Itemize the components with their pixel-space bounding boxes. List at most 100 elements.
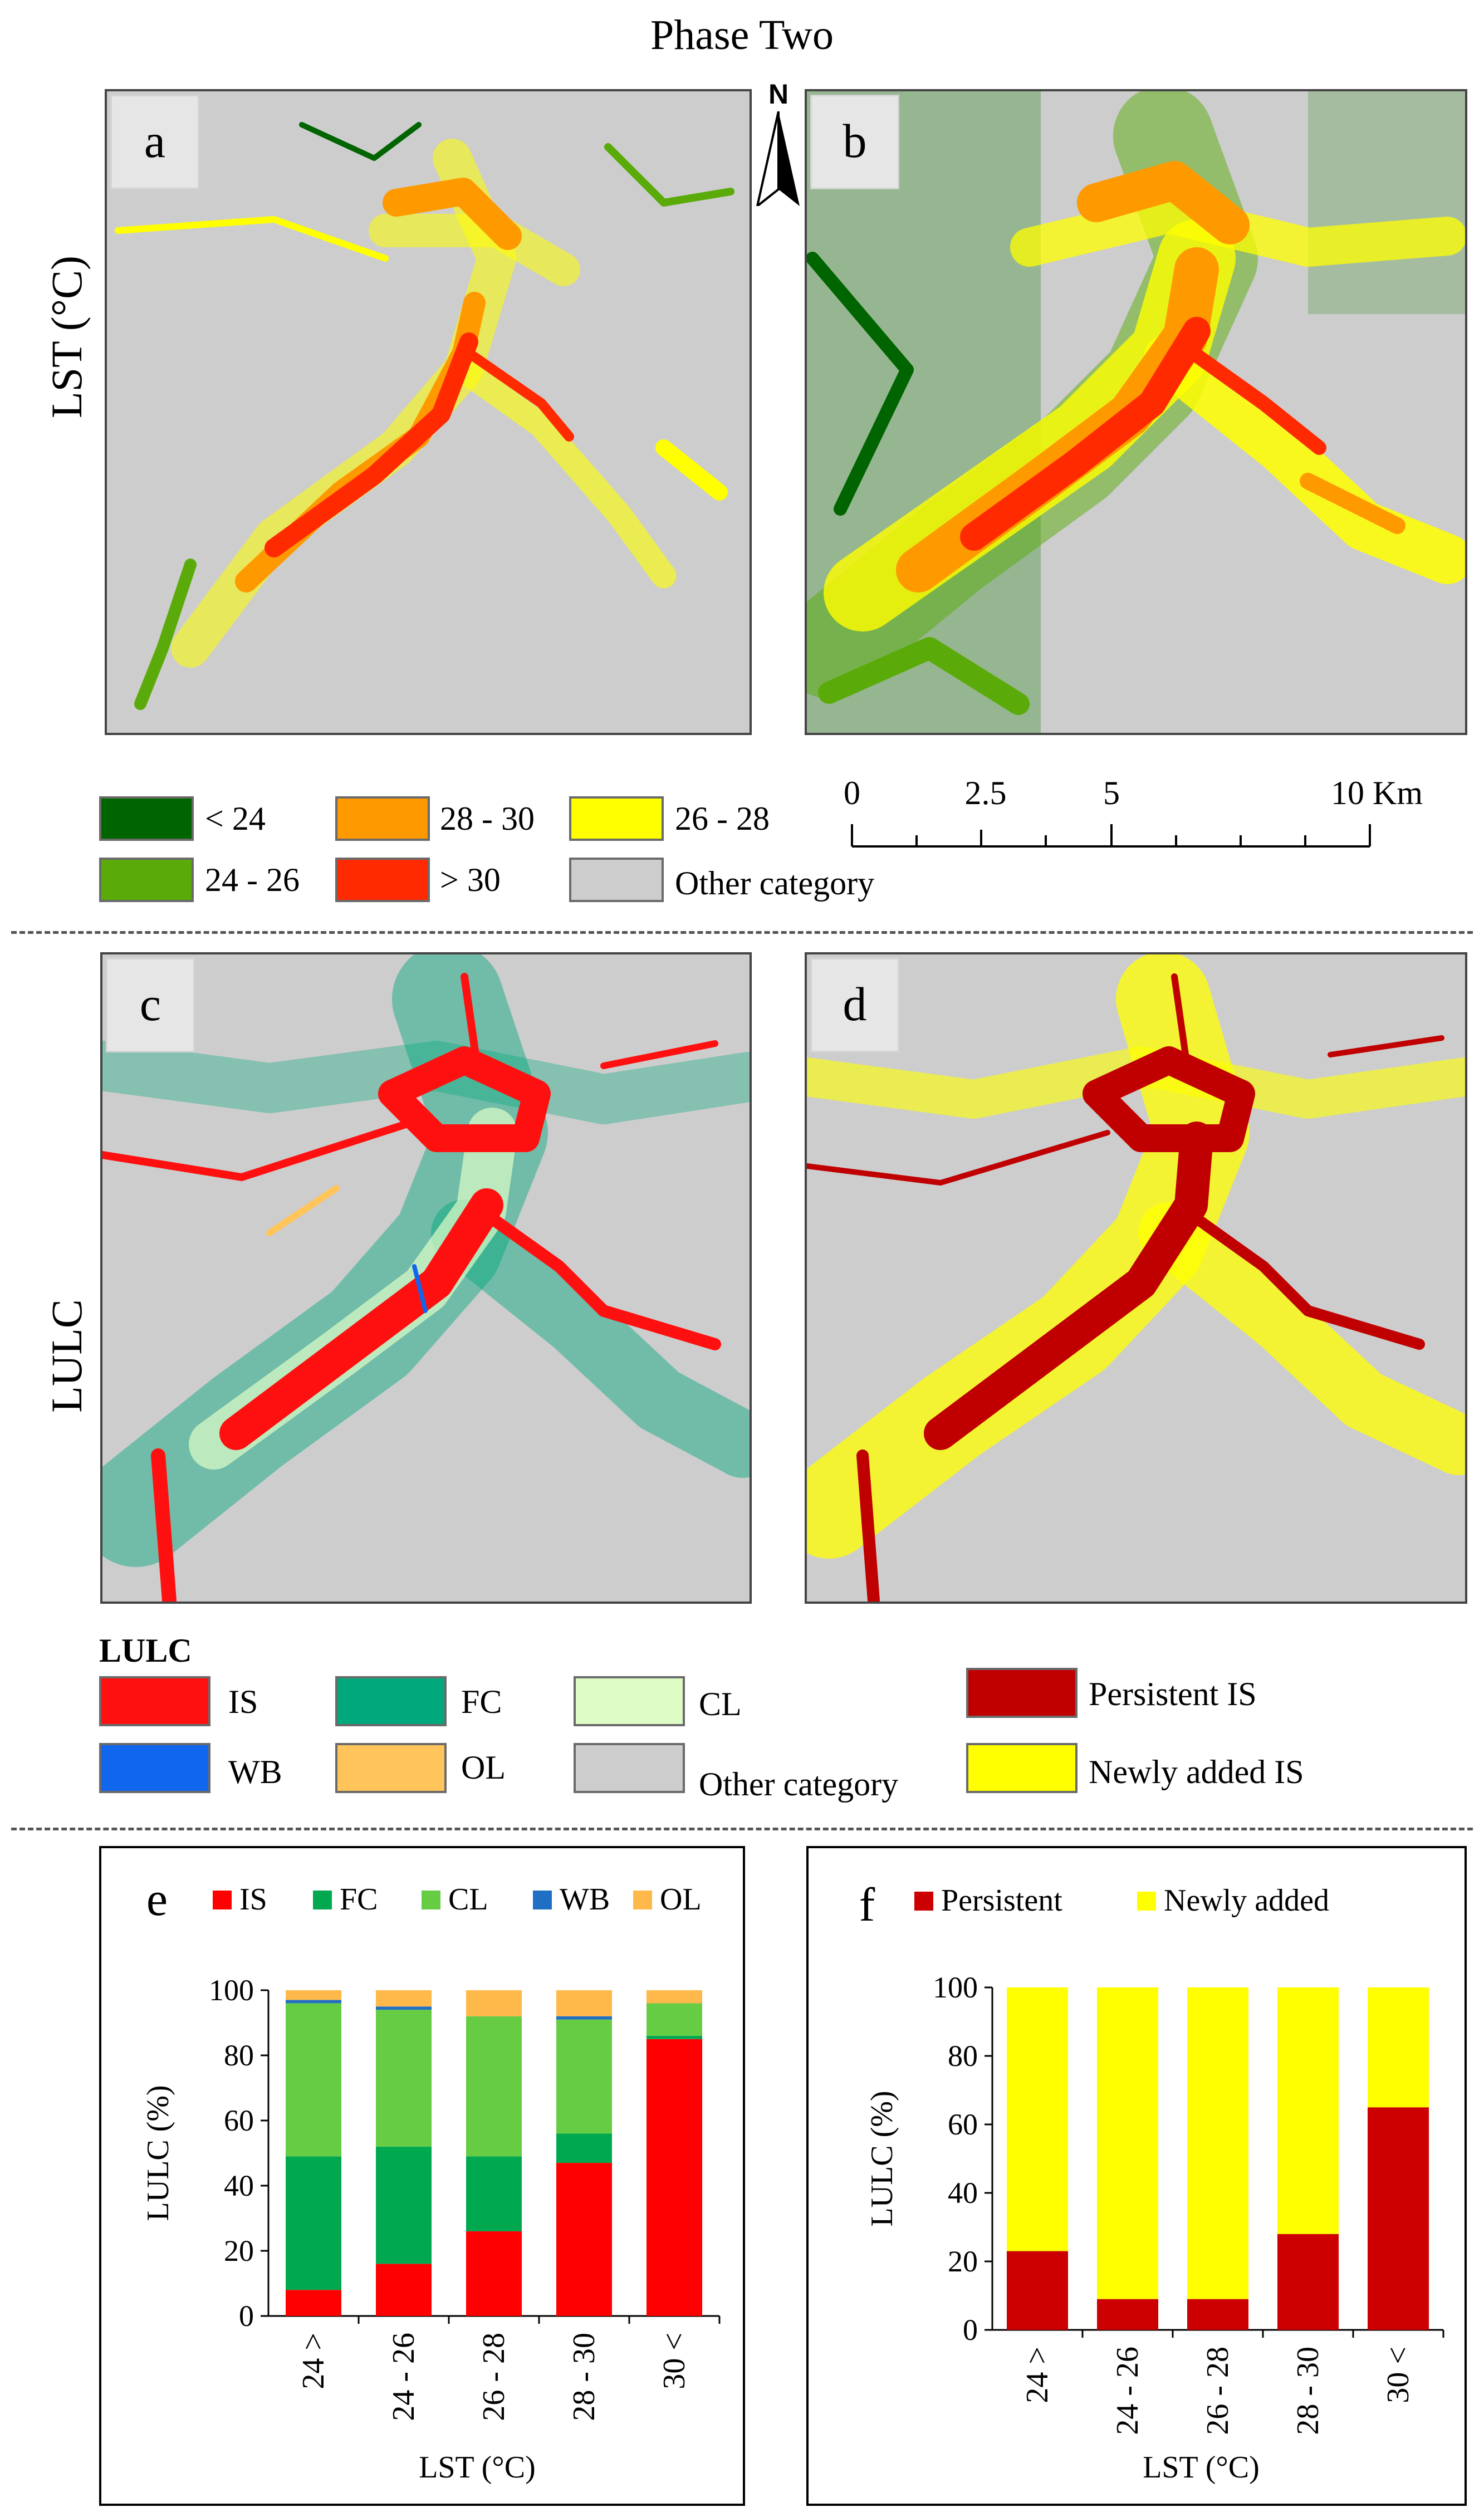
lulc-legend-label-ol: OL	[461, 1749, 506, 1786]
chart-e: e IS FC CL WB OL 0 20 40 60 80 100 24 > 24 - 26 26 - 2…	[141, 1872, 721, 2485]
legend-label-is: IS	[239, 1882, 267, 1917]
chart-panel-e: e IS FC CL WB OL 0 20 40 60 80 100 24 > 24 - 26 26 - 2…	[99, 1846, 745, 2506]
legend-swatch-fc	[313, 1891, 332, 1909]
bar-cl	[286, 2003, 341, 2157]
lst-legend-label-gt30: > 30	[440, 861, 501, 898]
map-panel-c: c	[100, 952, 752, 1604]
bar-persistent	[1007, 2251, 1068, 2330]
lulc-legend-swatch-other	[574, 1743, 685, 1793]
legend-label-cl: CL	[448, 1882, 488, 1917]
lst-legend-swatch-28-30	[335, 796, 430, 841]
y-tick-label: 60	[224, 2104, 254, 2137]
bar-newly-added	[1187, 1987, 1248, 2299]
lst-legend-label-other: Other category	[675, 865, 875, 902]
legend-label-wb: WB	[560, 1882, 610, 1917]
panel-letter-b: b	[810, 95, 899, 189]
lst-legend-swatch-gt30	[335, 858, 430, 902]
bar-cl	[376, 2010, 432, 2147]
y-tick-label: 20	[948, 2245, 978, 2278]
lulc-legend-swatch-cl	[574, 1676, 685, 1726]
lulc-legend-label-persistent-is: Persistent IS	[1089, 1676, 1257, 1712]
bar-cl	[647, 2003, 702, 2036]
lst-legend-label-lt24: < 24	[205, 800, 266, 837]
lulc-legend-label-wb: WB	[228, 1754, 282, 1790]
y-axis-title: LULC (%)	[141, 2085, 175, 2221]
lst-legend-swatch-24-26	[99, 858, 194, 902]
y-tick-label: 40	[224, 2169, 254, 2202]
bar-newly-added	[1368, 1987, 1429, 2108]
row-label-lulc: LULC	[42, 1299, 91, 1413]
lulc-legend-label-cl: CL	[699, 1686, 742, 1722]
divider-1	[11, 931, 1473, 934]
x-tick-label: 28 - 30	[567, 2333, 601, 2421]
lulc-legend-swatch-ol	[335, 1743, 447, 1793]
x-tick-label: 28 - 30	[1291, 2347, 1325, 2435]
north-arrow-icon	[756, 111, 800, 206]
bar-cl	[556, 2019, 612, 2134]
north-label: N	[768, 79, 789, 110]
bar-cl	[466, 2016, 522, 2157]
lst-legend-swatch-26-28	[569, 796, 664, 841]
y-tick-label: 0	[963, 2313, 978, 2347]
bar-fc	[286, 2156, 341, 2290]
bar-persistent	[1097, 2299, 1158, 2330]
bar-fc	[376, 2146, 432, 2264]
lst-map-b	[807, 91, 1465, 733]
lulc-map-c	[102, 954, 750, 1602]
bar-is	[556, 2163, 612, 2316]
x-tick-label: 24 >	[1020, 2347, 1055, 2403]
bar-is	[466, 2231, 522, 2316]
lst-legend-swatch-lt24	[99, 796, 194, 841]
map-panel-a: a	[105, 89, 752, 735]
lst-legend-label-28-30: 28 - 30	[440, 800, 535, 837]
y-tick-label: 60	[948, 2108, 978, 2141]
lst-legend-swatch-other	[569, 858, 664, 902]
y-tick-label: 80	[224, 2039, 254, 2072]
bar-persistent	[1277, 2234, 1339, 2330]
lulc-legend-swatch-persistent-is	[966, 1668, 1078, 1718]
lulc-legend-swatch-fc	[335, 1676, 447, 1726]
x-axis-title: LST (°C)	[1143, 2450, 1260, 2485]
x-tick-label: 24 >	[296, 2333, 331, 2389]
map-panel-b: b	[805, 89, 1467, 735]
bar-newly-added	[1007, 1987, 1068, 2251]
y-tick-label: 100	[933, 1971, 978, 2004]
lst-legend-label-26-28: 26 - 28	[675, 800, 770, 837]
x-tick-label: 30 <	[657, 2333, 692, 2389]
lulc-legend-heading: LULC	[99, 1632, 192, 1669]
lulc-legend-swatch-wb	[99, 1743, 210, 1793]
row-label-lst: LST (°C)	[42, 256, 91, 418]
lulc-map-d	[807, 954, 1465, 1602]
scale-bar-line	[851, 824, 1371, 848]
bar-wb	[286, 2000, 341, 2004]
panel-letter-d: d	[810, 958, 899, 1052]
legend-label-persistent: Persistent	[941, 1883, 1062, 1918]
divider-2	[11, 1828, 1473, 1830]
y-tick-label: 100	[209, 1974, 254, 2007]
lulc-legend-swatch-is	[99, 1676, 210, 1726]
bar-wb	[556, 2016, 612, 2020]
lst-map-a	[115, 122, 734, 710]
y-tick-label: 80	[948, 2039, 978, 2073]
x-tick-label: 24 - 26	[386, 2333, 421, 2421]
legend-swatch-cl	[422, 1891, 440, 1909]
bar-ol	[647, 1990, 702, 2004]
scale-bar: 0 2.5 5 10 Km	[835, 774, 1423, 863]
lulc-legend-label-fc: FC	[461, 1683, 502, 1720]
bar-ol	[376, 1990, 432, 2007]
bar-fc	[466, 2156, 522, 2231]
bar-fc	[647, 2035, 702, 2039]
bar-newly-added	[1097, 1987, 1158, 2299]
legend-label-newly-added: Newly added	[1164, 1883, 1329, 1918]
lulc-legend-swatch-newly-added-is	[966, 1743, 1078, 1793]
north-arrow: N	[753, 78, 804, 212]
bar-is	[376, 2264, 432, 2316]
x-tick-label: 26 - 28	[477, 2333, 511, 2421]
scale-tick-10: 10 Km	[1331, 775, 1423, 811]
lulc-legend-label-newly-added-is: Newly added IS	[1089, 1754, 1304, 1790]
bar-fc	[556, 2133, 612, 2163]
lulc-legend-label-other: Other category	[699, 1766, 899, 1803]
lst-legend-label-24-26: 24 - 26	[205, 861, 300, 898]
scale-tick-5: 5	[1103, 775, 1120, 811]
y-tick-label: 0	[239, 2299, 254, 2333]
